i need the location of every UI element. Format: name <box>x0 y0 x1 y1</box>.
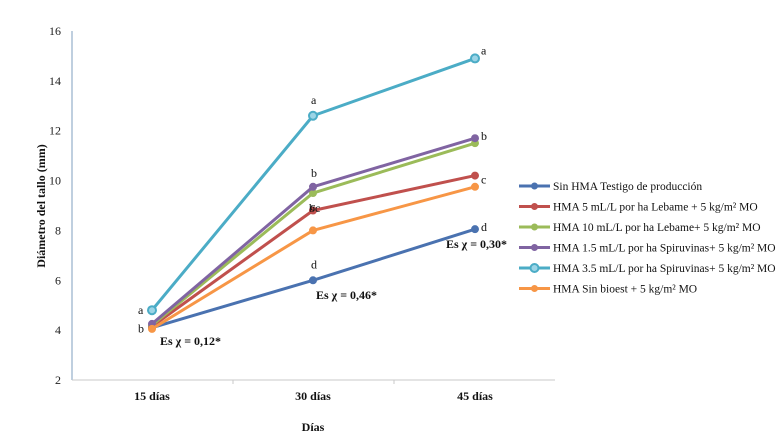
legend-item: HMA 10 mL/L por ha Lebame+ 5 kg/m² MO <box>519 222 761 234</box>
y-tick-label: 6 <box>55 273 61 287</box>
y-tick-label: 12 <box>49 124 61 138</box>
chi-annotation: Es χ = 0,30* <box>446 237 507 251</box>
data-point <box>309 226 317 235</box>
legend-label: HMA Sin bioest + 5 kg/m² MO <box>553 284 697 296</box>
legend-swatch-marker <box>531 223 538 231</box>
data-point <box>309 206 317 215</box>
legend-swatch-marker <box>531 182 538 190</box>
data-point <box>147 305 157 316</box>
series-5 <box>147 53 480 316</box>
legend-label: HMA 5 mL/L por ha Lebame + 5 kg/m² MO <box>553 202 758 214</box>
axes <box>71 31 555 384</box>
x-tick-label: 15 días <box>134 389 170 403</box>
y-tick-label: 2 <box>55 373 61 387</box>
x-tick-label: 45 días <box>457 389 493 403</box>
chi-annotation: Es χ = 0,46* <box>316 288 377 302</box>
data-point <box>471 134 479 143</box>
data-point <box>471 171 479 180</box>
legend-label: HMA 1.5 mL/L por ha Spiruvinas+ 5 kg/m² … <box>553 243 776 255</box>
data-point <box>470 53 480 64</box>
legend-item: Sin HMA Testigo de producción <box>519 181 702 193</box>
legend-swatch-marker <box>529 263 540 273</box>
series-1 <box>148 225 479 332</box>
legend-swatch-marker <box>531 285 538 292</box>
legend-label: HMA 10 mL/L por ha Lebame+ 5 kg/m² MO <box>553 222 761 234</box>
annotations: Es χ = 0,12* Es χ = 0,46* Es χ = 0,30* <box>160 237 507 348</box>
y-tick-label: 10 <box>49 174 61 188</box>
significance-letter: c <box>481 173 486 187</box>
significance-letter: a <box>138 303 144 317</box>
data-point <box>148 324 156 333</box>
data-point <box>309 276 317 285</box>
y-tick-label: 14 <box>49 74 61 88</box>
legend-item: HMA Sin bioest + 5 kg/m² MO <box>519 284 697 296</box>
significance-letter: bc <box>309 201 320 215</box>
significance-letter: b <box>481 129 487 143</box>
series-group <box>147 53 480 333</box>
legend-item: HMA 3.5 mL/L por ha Spiruvinas+ 5 kg/m² … <box>519 263 776 275</box>
legend-item: HMA 5 mL/L por ha Lebame + 5 kg/m² MO <box>519 202 758 214</box>
significance-letter: c <box>310 199 315 213</box>
legend: Sin HMA Testigo de producción HMA 5 mL/L … <box>519 181 776 296</box>
legend-label: Sin HMA Testigo de producción <box>553 181 702 193</box>
chi-annotation: Es χ = 0,12* <box>160 334 221 348</box>
y-axis-title: Diámetro del tallo (mm) <box>34 144 48 267</box>
x-tick-label: 30 días <box>295 389 331 403</box>
y-tick-label: 8 <box>55 223 61 237</box>
significance-letter: a <box>311 93 317 107</box>
legend-item: HMA 1.5 mL/L por ha Spiruvinas+ 5 kg/m² … <box>519 243 776 255</box>
legend-swatch-marker <box>531 203 538 210</box>
y-tick-labels: 2 4 6 8 10 12 14 16 <box>49 24 61 387</box>
y-tick-label: 4 <box>55 323 61 337</box>
significance-letter: a <box>481 43 487 57</box>
significance-letter: d <box>481 220 487 234</box>
significance-letter: b <box>311 166 317 180</box>
x-tick-labels: 15 días 30 días 45 días <box>134 389 493 403</box>
data-point <box>471 182 479 191</box>
y-tick-label: 16 <box>49 24 61 38</box>
data-point <box>471 225 479 234</box>
legend-swatch-marker <box>531 244 538 251</box>
data-point <box>308 110 318 121</box>
legend-label: HMA 3.5 mL/L por ha Spiruvinas+ 5 kg/m² … <box>553 263 776 275</box>
x-axis-title: Días <box>302 420 325 434</box>
series-6 <box>148 182 479 333</box>
significance-letter: b <box>138 322 144 336</box>
data-point <box>309 182 317 191</box>
significance-letter: d <box>311 257 317 271</box>
